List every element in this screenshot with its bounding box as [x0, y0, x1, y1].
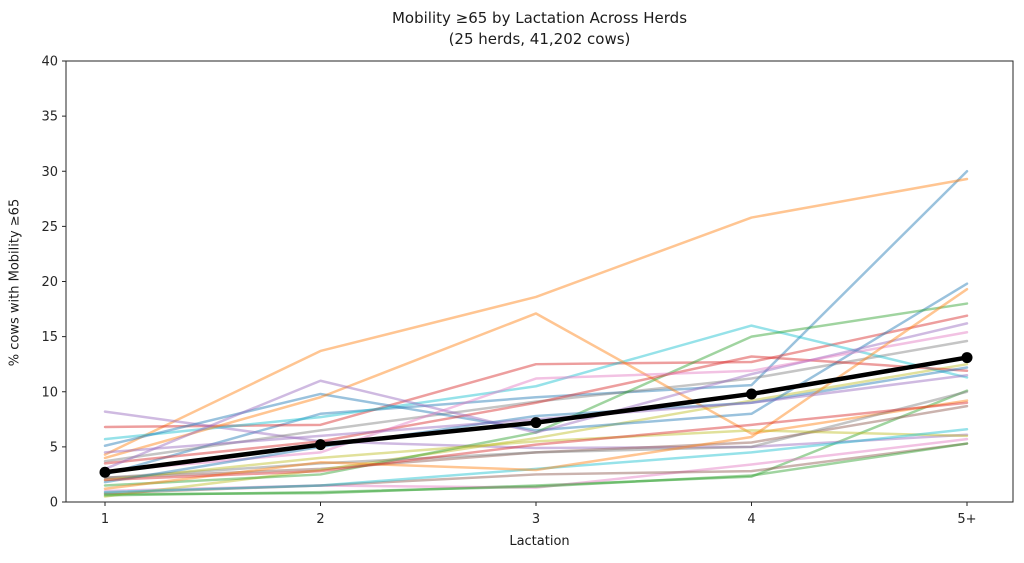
herd-line-16 — [103, 442, 969, 495]
herd-line-17 — [103, 330, 969, 473]
y-tick-label: 10 — [41, 385, 58, 400]
x-tick-label: 2 — [316, 512, 324, 527]
herd-line-21 — [103, 366, 969, 484]
herd-line-9 — [103, 362, 969, 498]
herd-line-2 — [103, 177, 969, 456]
y-tick-label: 20 — [41, 275, 58, 290]
herd-line-22 — [103, 287, 969, 491]
herd-line-15 — [103, 322, 969, 471]
y-tick-label: 40 — [41, 55, 58, 70]
herd-line-18 — [103, 390, 969, 479]
y-axis-label: % cows with Mobility ≥65 — [7, 198, 23, 367]
y-tick-label: 5 — [50, 440, 58, 455]
y-tick-label: 30 — [41, 165, 58, 180]
chart-subtitle: (25 herds, 41,202 cows) — [448, 30, 631, 48]
y-tick-label: 25 — [41, 220, 58, 235]
y-axis-ticks: 0 5 10 15 20 25 30 35 40 — [41, 55, 66, 511]
y-tick-label: 0 — [50, 496, 58, 511]
herd-line-6 — [103, 404, 969, 479]
herd-line-24 — [103, 401, 969, 482]
herd-line-13 — [103, 302, 969, 487]
x-tick-label: 3 — [532, 512, 540, 527]
herd-line-7 — [103, 437, 969, 493]
plot-frame — [65, 60, 1014, 503]
x-tick-label: 1 — [101, 512, 109, 527]
herd-line-8 — [103, 339, 969, 463]
y-tick-label: 35 — [41, 110, 58, 125]
herd-line-5 — [103, 410, 969, 450]
herd-line-10 — [103, 324, 969, 441]
mean-marker — [961, 352, 973, 364]
mean-marker — [315, 439, 326, 451]
herd-line-14 — [103, 355, 969, 465]
herd-line-12 — [103, 312, 969, 460]
y-tick-label: 15 — [41, 330, 58, 345]
x-tick-label: 4 — [747, 512, 755, 527]
mean-marker — [530, 417, 542, 429]
x-axis-ticks: 1 2 3 4 5+ — [101, 502, 977, 527]
herd-line-20 — [103, 427, 969, 494]
mean-line — [99, 352, 973, 478]
herd-line-4 — [103, 314, 969, 429]
herd-line-3 — [103, 389, 969, 496]
mean-marker — [746, 388, 757, 400]
x-axis-label: Lactation — [509, 534, 570, 549]
herd-line-19 — [103, 429, 969, 482]
herd-line-23 — [103, 442, 969, 497]
herd-lines — [103, 170, 969, 498]
herd-line-1 — [103, 170, 969, 476]
chart-title: Mobility ≥65 by Lactation Across Herds — [391, 9, 688, 27]
x-tick-label: 5+ — [957, 512, 976, 527]
herd-line-11 — [103, 282, 969, 448]
mean-marker — [99, 466, 111, 478]
